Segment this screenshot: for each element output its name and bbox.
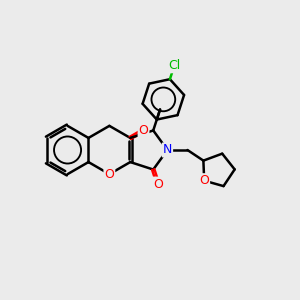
Text: O: O	[139, 124, 148, 137]
Text: N: N	[163, 143, 172, 157]
Text: O: O	[199, 174, 209, 187]
Text: O: O	[153, 178, 163, 190]
Text: O: O	[104, 168, 114, 181]
Text: Cl: Cl	[168, 59, 180, 72]
